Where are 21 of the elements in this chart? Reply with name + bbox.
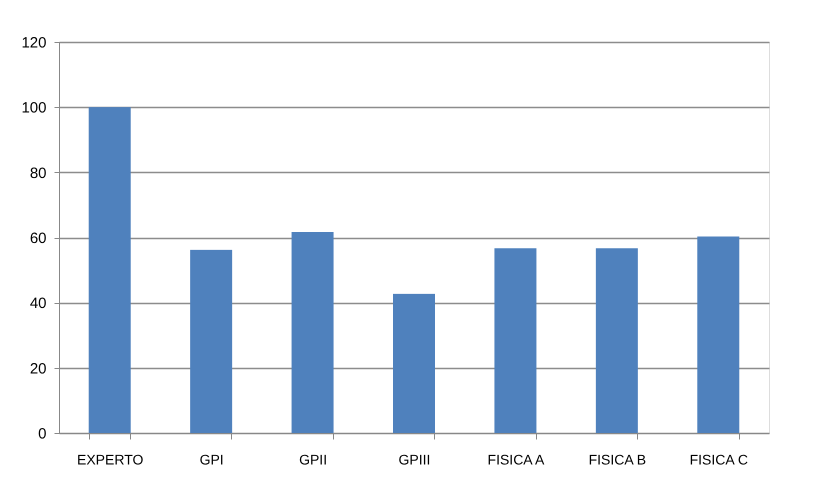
bar [393, 294, 435, 433]
bar [596, 248, 638, 433]
y-tick-label: 100 [21, 100, 46, 117]
y-tick-label: 120 [21, 34, 46, 52]
x-tick-label: FISICA B [588, 452, 646, 468]
y-tick-label: 60 [30, 230, 46, 247]
y-tick-label: 20 [30, 360, 46, 378]
x-tick-label: GPI [200, 452, 224, 468]
bar [190, 250, 232, 433]
y-tick-label: 0 [38, 426, 46, 442]
y-tick-label: 40 [30, 295, 46, 312]
x-tick-label: GPII [299, 452, 328, 468]
bar [88, 107, 131, 433]
x-tick-label: FISICA A [488, 452, 545, 468]
x-tick-label: EXPERTO [77, 452, 144, 468]
bar [697, 236, 740, 433]
y-tick-label: 80 [30, 164, 46, 182]
bar [494, 248, 536, 433]
x-tick-label: GPIII [398, 452, 430, 468]
bar [292, 232, 334, 433]
x-tick-label: FISICA C [690, 452, 748, 468]
